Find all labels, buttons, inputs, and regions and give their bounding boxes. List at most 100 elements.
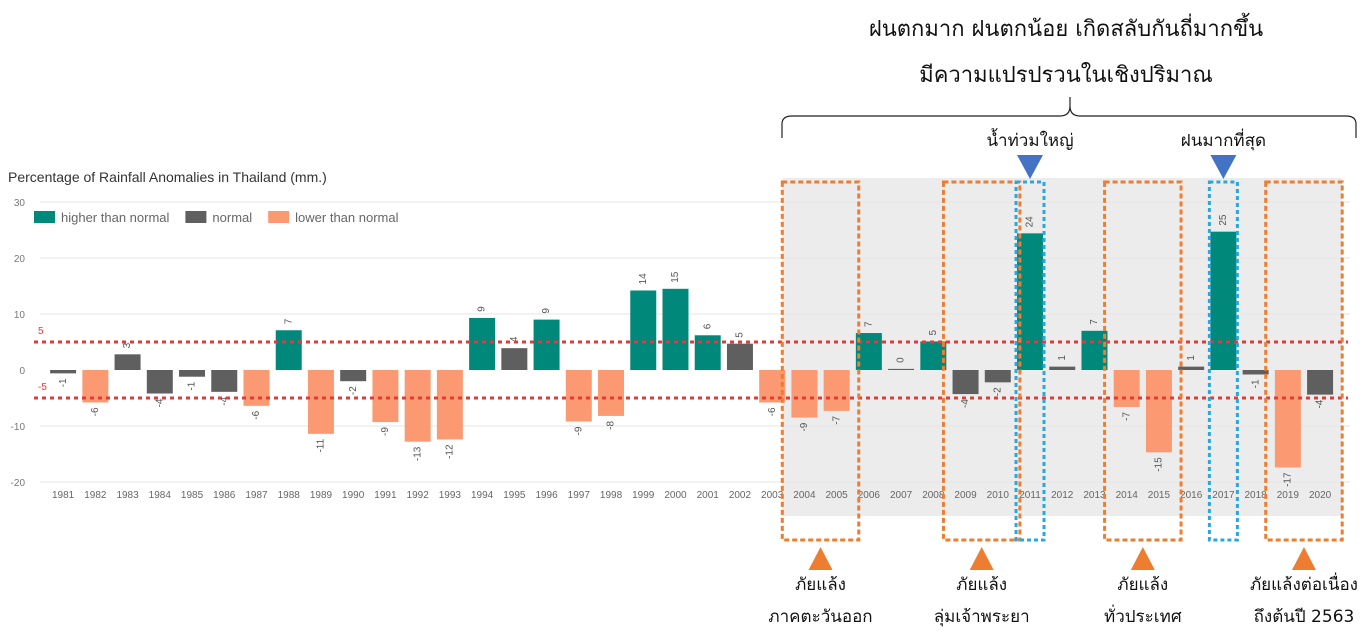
bar-1996: [533, 319, 560, 370]
legend-swatch-low: [268, 211, 290, 223]
data-label: 14: [638, 273, 649, 285]
data-label: 4: [509, 336, 520, 342]
drought-label: ภัยแล้ง: [956, 575, 1007, 595]
threshold-label: -5: [38, 382, 47, 393]
x-tick-label: 1987: [245, 490, 268, 501]
x-tick-label: 1983: [116, 490, 139, 501]
bar-2000: [662, 288, 689, 370]
data-label: -7: [1121, 412, 1132, 421]
data-label: -4: [960, 399, 971, 408]
x-tick-label: 2013: [1083, 490, 1106, 501]
x-tick-label: 1996: [535, 490, 558, 501]
data-label: -13: [412, 446, 423, 461]
y-tick-label: 10: [14, 310, 26, 321]
x-tick-label: 2014: [1116, 490, 1139, 501]
data-label: -15: [1154, 457, 1165, 472]
drought-marker-icon: [808, 547, 833, 570]
x-tick-label: 1998: [600, 490, 623, 501]
data-label: 7: [864, 321, 875, 327]
bar-2007: [888, 368, 915, 370]
drought-label: ทั่วประเทศ: [1104, 604, 1182, 627]
drought-label: ภัยแล้ง: [1117, 575, 1168, 595]
y-tick-label: 20: [14, 254, 26, 265]
x-tick-label: 2012: [1051, 490, 1074, 501]
x-tick-label: 2017: [1212, 490, 1235, 501]
bar-1989: [307, 370, 334, 434]
data-label: -9: [380, 427, 391, 436]
data-label: 5: [928, 329, 939, 335]
x-tick-label: 1989: [310, 490, 333, 501]
bar-2014: [1113, 370, 1140, 407]
drought-label: ภัยแล้ง: [795, 575, 846, 595]
data-label: 3: [122, 342, 133, 348]
drought-box-0: [780, 180, 861, 542]
data-label: -1: [58, 378, 69, 387]
x-tick-label: 2015: [1148, 490, 1171, 501]
y-tick-label: 0: [19, 366, 25, 377]
flood-marker-icon: [1017, 155, 1044, 179]
data-label: 24: [1025, 216, 1036, 228]
bar-2010: [984, 370, 1011, 383]
data-label: 9: [477, 306, 488, 312]
x-tick-label: 2007: [890, 490, 913, 501]
legend-label-normal: normal: [212, 210, 252, 225]
bar-2005: [823, 370, 850, 411]
data-label: -6: [251, 410, 262, 419]
data-label: -4: [219, 396, 230, 405]
legend: higher than normal normal lower than norma…: [34, 210, 399, 225]
drought-marker-icon: [969, 547, 994, 570]
x-tick-label: 2003: [761, 490, 784, 501]
headline-line-1: ฝนตกมาก ฝนตกน้อย เกิดสลับกันถี่มากขึ้น: [869, 13, 1263, 42]
bar-2016: [1178, 366, 1205, 370]
x-tick-label: 1981: [52, 490, 75, 501]
data-label: -7: [831, 415, 842, 424]
bar-1993: [436, 370, 463, 440]
x-tick-label: 1995: [503, 490, 526, 501]
x-tick-label: 1994: [471, 490, 494, 501]
bar-1995: [501, 348, 528, 370]
data-label: -8: [606, 420, 617, 429]
y-tick-label: 30: [14, 198, 26, 209]
legend-swatch-high: [34, 211, 55, 223]
x-tick-label: 1984: [149, 490, 172, 501]
drought-box-3: [1264, 180, 1344, 542]
data-label: -9: [799, 422, 810, 431]
x-tick-label: 2011: [1019, 490, 1041, 501]
bar-1983: [114, 354, 141, 370]
flood-box-2011: [1014, 180, 1046, 542]
x-tick-label: 1985: [181, 490, 204, 501]
data-label: 7: [283, 318, 294, 324]
x-tick-label: 1993: [439, 490, 462, 501]
data-label: -2: [992, 387, 1003, 396]
bar-1999: [630, 290, 657, 370]
threshold-lines: 5 -5: [34, 326, 1348, 400]
flood-marker-icon: [1210, 155, 1237, 179]
bar-1991: [372, 370, 399, 423]
x-tick-label: 2001: [697, 490, 720, 501]
x-tick-label: 1986: [213, 490, 236, 501]
drought-label: ถึงต้นปี 2563: [1254, 607, 1355, 627]
drought-label: ภัยแล้งต่อเนื่อง: [1250, 572, 1358, 595]
data-label: -17: [1282, 472, 1293, 487]
bar-2019: [1274, 370, 1301, 468]
headline-line-2: มีความแปรปรวนในเชิงปริมาณ: [919, 62, 1213, 88]
bar-1998: [598, 370, 625, 416]
bar-2002: [726, 343, 753, 370]
data-label: -9: [573, 426, 584, 435]
x-tick-label: 2009: [954, 490, 977, 501]
drought-label: ลุ่มเจ้าพระยา: [934, 607, 1030, 627]
y-tick-label: -10: [11, 422, 26, 433]
data-label: 1: [1057, 355, 1068, 361]
data-label: -4: [1315, 399, 1326, 408]
legend-swatch-normal: [185, 211, 207, 223]
bar-1997: [565, 370, 592, 422]
x-tick-label: 1999: [632, 490, 655, 501]
x-tick-label: 2006: [858, 490, 881, 501]
drought-label: ภาคตะวันออก: [768, 607, 872, 627]
drought-marker-icon: [1291, 547, 1316, 570]
x-tick-label: 2020: [1309, 490, 1332, 501]
bar-1984: [146, 370, 173, 394]
x-tick-label: 2010: [987, 490, 1010, 501]
